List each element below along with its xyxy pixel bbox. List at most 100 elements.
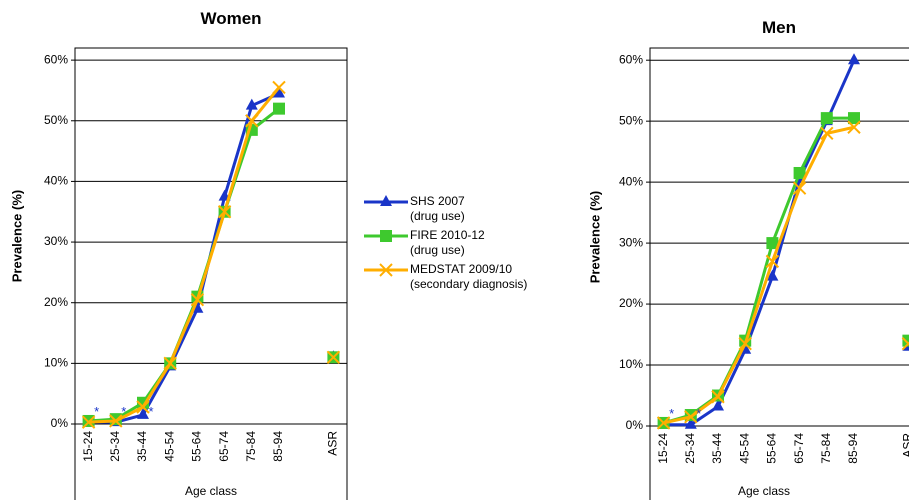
x-tick-label: 25-34 [108, 431, 122, 462]
x-tick-label: ASR [326, 431, 340, 456]
marker [217, 205, 232, 219]
marker [136, 400, 150, 414]
marker [712, 399, 724, 411]
legend-label: FIRE 2010-12 (drug use) [410, 228, 485, 257]
legend-swatch [364, 195, 408, 206]
marker [848, 53, 860, 65]
panel: Men Prevalence (%) 0% 10% 20% 30% 40% 50% 60% 15-… [587, 18, 909, 500]
marker [684, 417, 697, 429]
y-tick-label: 60% [44, 52, 68, 66]
marker [766, 269, 779, 281]
marker [245, 123, 258, 136]
x-tick-label: ASR [901, 433, 909, 458]
x-tick-label: 15-24 [81, 431, 95, 462]
marker [766, 237, 779, 250]
x-tick-label: 75-84 [819, 433, 833, 464]
annotation: * [669, 406, 674, 421]
x-axis-label: Age class [185, 484, 237, 498]
series-line [664, 60, 909, 425]
y-tick-label: 30% [44, 234, 68, 248]
marker [792, 181, 807, 195]
x-tick-label: 55-64 [765, 433, 779, 464]
marker [901, 336, 909, 351]
marker [109, 413, 122, 426]
x-tick-label: 45-54 [737, 433, 751, 464]
x-axis-label: Age class [738, 484, 790, 498]
x-tick-label: 85-94 [846, 433, 860, 464]
marker [273, 102, 285, 115]
y-tick-label: 40% [44, 174, 68, 188]
marker [379, 263, 393, 277]
y-axis-label: Prevalence (%) [9, 190, 24, 283]
series-line [89, 109, 334, 421]
marker [711, 390, 725, 404]
annotation: * [148, 404, 153, 419]
x-tick-label: 35-44 [135, 431, 149, 462]
panel: Women Prevalence (%) 0% 10% 20% 30% 40% 50% 60% 1… [9, 9, 348, 500]
y-axis-label: Prevalence (%) [587, 191, 602, 284]
legend-label: SHS 2007 (drug use) [410, 194, 465, 223]
chart-title: Men [762, 18, 796, 37]
plot-area [74, 47, 348, 425]
marker [190, 292, 205, 307]
marker [191, 301, 204, 313]
annotation: * [94, 404, 99, 419]
x-tick-label: 15-24 [656, 433, 670, 464]
marker [380, 195, 392, 206]
legend-entry: FIRE 2010-12 (drug use) [362, 228, 527, 258]
marker [793, 166, 806, 179]
y-tick-label: 0% [626, 418, 644, 432]
y-tick-label: 20% [619, 296, 643, 310]
marker [656, 416, 671, 430]
series-line [664, 127, 909, 423]
marker [272, 80, 286, 95]
y-tick-label: 10% [44, 356, 68, 370]
annotation: * [121, 404, 126, 419]
x-tick-label: 45-54 [162, 431, 176, 462]
marker [245, 98, 258, 110]
x-tick-label: 65-74 [217, 431, 231, 462]
y-tick-label: 50% [44, 113, 68, 127]
chart-title: Women [200, 9, 261, 28]
y-tick-label: 40% [619, 174, 643, 188]
x-tick-label: 85-94 [271, 431, 285, 462]
marker [820, 126, 834, 141]
marker [739, 342, 752, 354]
y-tick-label: 30% [619, 235, 643, 249]
y-tick-label: 50% [619, 113, 643, 127]
legend-swatch [364, 263, 408, 277]
marker [245, 114, 259, 128]
x-tick-label: 55-64 [190, 431, 204, 462]
marker [380, 230, 392, 242]
marker [109, 414, 123, 428]
y-tick-label: 20% [44, 295, 68, 309]
marker [326, 350, 341, 364]
series-line [89, 87, 334, 422]
x-tick-label: 75-84 [244, 431, 258, 462]
x-tick-label: 65-74 [792, 433, 806, 464]
plot-area [649, 47, 909, 427]
marker [738, 336, 752, 351]
marker [847, 120, 861, 134]
marker [820, 112, 833, 125]
marker [684, 410, 698, 424]
x-tick-label: 25-34 [683, 433, 697, 464]
marker [81, 415, 96, 429]
series-line [664, 118, 909, 423]
marker [765, 254, 780, 269]
x-tick-label: 35-44 [710, 433, 724, 464]
annotation: * [696, 406, 701, 421]
y-tick-label: 0% [51, 416, 69, 430]
marker [848, 112, 860, 125]
y-tick-label: 10% [619, 357, 643, 371]
legend-entry: SHS 2007 (drug use) [362, 194, 527, 224]
legend-label: MEDSTAT 2009/10 (secondary diagnosis) [410, 262, 528, 291]
legend: SHS 2007 (drug use) FIRE 2010-12 (drug us… [362, 194, 527, 296]
marker [273, 86, 285, 98]
y-tick-label: 60% [619, 52, 643, 66]
legend-swatch [364, 230, 408, 242]
marker [163, 356, 177, 371]
legend-entry: MEDSTAT 2009/10 (secondary diagnosis) [362, 262, 527, 292]
